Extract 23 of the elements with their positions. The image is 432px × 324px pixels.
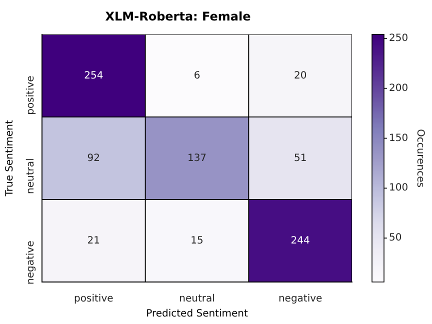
color-bar-label: 250 <box>389 32 408 44</box>
color-bar-label: 100 <box>389 182 408 194</box>
data-label: 254 <box>84 70 104 82</box>
x-tick-label: positive <box>74 294 114 305</box>
data-label: 137 <box>187 152 207 164</box>
data-label: 21 <box>87 235 100 246</box>
data-label: 20 <box>294 70 307 82</box>
data-label: 244 <box>290 235 310 246</box>
color-bar-label: 150 <box>389 132 408 144</box>
x-axis-title: Predicted Sentiment <box>146 308 248 320</box>
y-tick-label: positive <box>26 76 37 115</box>
data-label: 92 <box>87 152 100 164</box>
data-label: 6 <box>194 70 200 82</box>
y-axis-title: True Sentiment <box>4 120 16 198</box>
data-label: 51 <box>294 152 307 164</box>
x-tick-label: negative <box>278 294 322 305</box>
chart-title: XLM-Roberta: Female <box>105 9 251 24</box>
y-tick-label: neutral <box>26 158 37 194</box>
color-bar-title: Occurences <box>414 128 426 188</box>
color-bar-label: 200 <box>389 82 408 94</box>
x-tick-label: neutral <box>179 294 215 305</box>
color-bar-label: 50 <box>389 232 402 244</box>
data-label: 15 <box>190 235 204 246</box>
